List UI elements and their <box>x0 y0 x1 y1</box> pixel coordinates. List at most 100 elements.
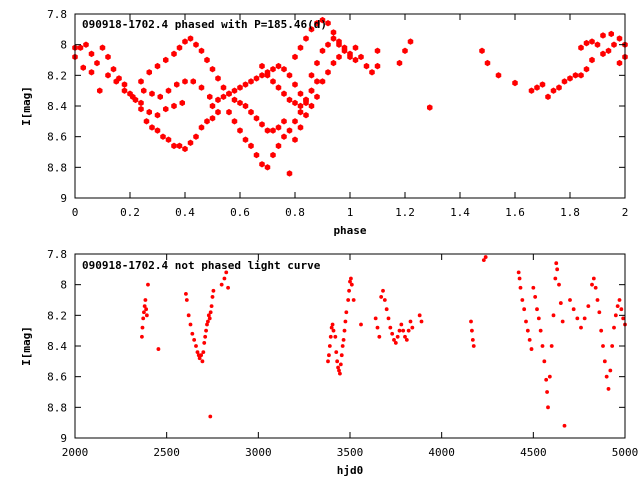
data-point <box>333 334 338 339</box>
y-tick-label: 9 <box>60 192 67 205</box>
data-point <box>281 90 287 97</box>
data-point <box>308 72 315 79</box>
data-point <box>600 32 606 39</box>
data-point <box>351 298 356 302</box>
data-point <box>209 304 214 309</box>
data-point <box>182 78 188 85</box>
data-point <box>200 359 205 364</box>
data-point <box>553 276 558 281</box>
data-point <box>516 270 521 275</box>
data-point <box>561 78 568 85</box>
data-point <box>325 69 331 76</box>
data-point <box>342 328 347 333</box>
data-point <box>578 44 584 51</box>
data-point <box>204 56 210 64</box>
data-point <box>231 87 238 94</box>
data-point <box>555 267 560 272</box>
data-point <box>327 353 331 358</box>
data-point <box>470 337 475 342</box>
data-point <box>403 334 407 339</box>
data-point <box>610 344 615 348</box>
data-point <box>149 90 155 97</box>
data-point <box>524 319 528 324</box>
data-point <box>303 112 309 119</box>
data-point <box>527 337 532 342</box>
data-point <box>198 124 205 131</box>
data-point <box>253 75 260 82</box>
data-point <box>186 313 191 318</box>
data-point <box>308 87 315 94</box>
data-point <box>546 405 550 410</box>
data-point <box>512 79 518 87</box>
y-tick-label: 8.8 <box>47 161 67 174</box>
data-point <box>352 44 359 51</box>
data-point <box>275 124 282 131</box>
data-point <box>538 328 543 333</box>
data-point <box>604 374 609 379</box>
data-point <box>484 59 491 67</box>
data-point <box>308 26 315 33</box>
data-point <box>162 105 169 113</box>
x-tick-label: 5000 <box>612 446 639 459</box>
data-point <box>613 313 618 318</box>
data-point <box>540 344 545 348</box>
data-point <box>539 81 546 88</box>
data-point <box>198 47 205 54</box>
data-point <box>248 108 254 116</box>
data-point <box>381 288 385 293</box>
data-point <box>528 87 535 94</box>
data-point <box>209 102 216 110</box>
data-point <box>187 139 194 146</box>
data-point <box>615 304 620 309</box>
data-point <box>220 84 227 91</box>
data-point <box>195 350 200 355</box>
data-point <box>165 136 172 143</box>
unphased-light-curve-chart: 2000 2500 3000 3500 4000 4500 5000 7.8 8 8.2 8.4 8.… <box>20 248 638 477</box>
data-point <box>549 344 554 348</box>
data-point <box>390 331 395 336</box>
data-point <box>292 81 298 88</box>
data-point <box>162 56 169 64</box>
data-point <box>314 78 320 85</box>
x-tick-label: 0.4 <box>175 206 195 219</box>
data-point <box>270 66 276 73</box>
data-point <box>314 93 320 100</box>
data-point <box>248 142 254 150</box>
y-tick-label: 7.8 <box>47 248 67 261</box>
data-point <box>237 99 243 107</box>
data-point <box>193 133 199 140</box>
data-point <box>184 298 189 302</box>
data-point <box>341 337 346 342</box>
data-point <box>264 127 271 134</box>
data-point <box>567 75 573 82</box>
data-point <box>297 90 304 97</box>
data-point <box>206 313 211 318</box>
data-point <box>545 93 551 100</box>
data-point <box>589 56 595 64</box>
data-point <box>237 127 243 134</box>
data-point <box>281 133 287 140</box>
data-point <box>202 341 207 345</box>
data-point <box>382 298 387 302</box>
data-point <box>518 285 523 290</box>
data-point <box>377 334 382 339</box>
data-point <box>595 298 600 302</box>
data-point <box>199 353 204 358</box>
data-point <box>184 291 188 296</box>
data-point <box>275 84 282 91</box>
data-point <box>182 145 188 153</box>
data-point <box>314 20 320 27</box>
data-point <box>146 282 150 287</box>
data-point <box>204 328 208 333</box>
data-point <box>187 35 194 42</box>
data-point <box>395 334 400 339</box>
data-point <box>208 310 213 315</box>
data-point <box>286 96 293 104</box>
data-point <box>141 316 146 321</box>
x-axis-label: phase <box>333 224 366 237</box>
data-point <box>209 115 216 122</box>
data-point <box>88 69 95 76</box>
data-point <box>198 84 205 91</box>
data-point <box>113 78 120 85</box>
data-point <box>554 261 559 266</box>
